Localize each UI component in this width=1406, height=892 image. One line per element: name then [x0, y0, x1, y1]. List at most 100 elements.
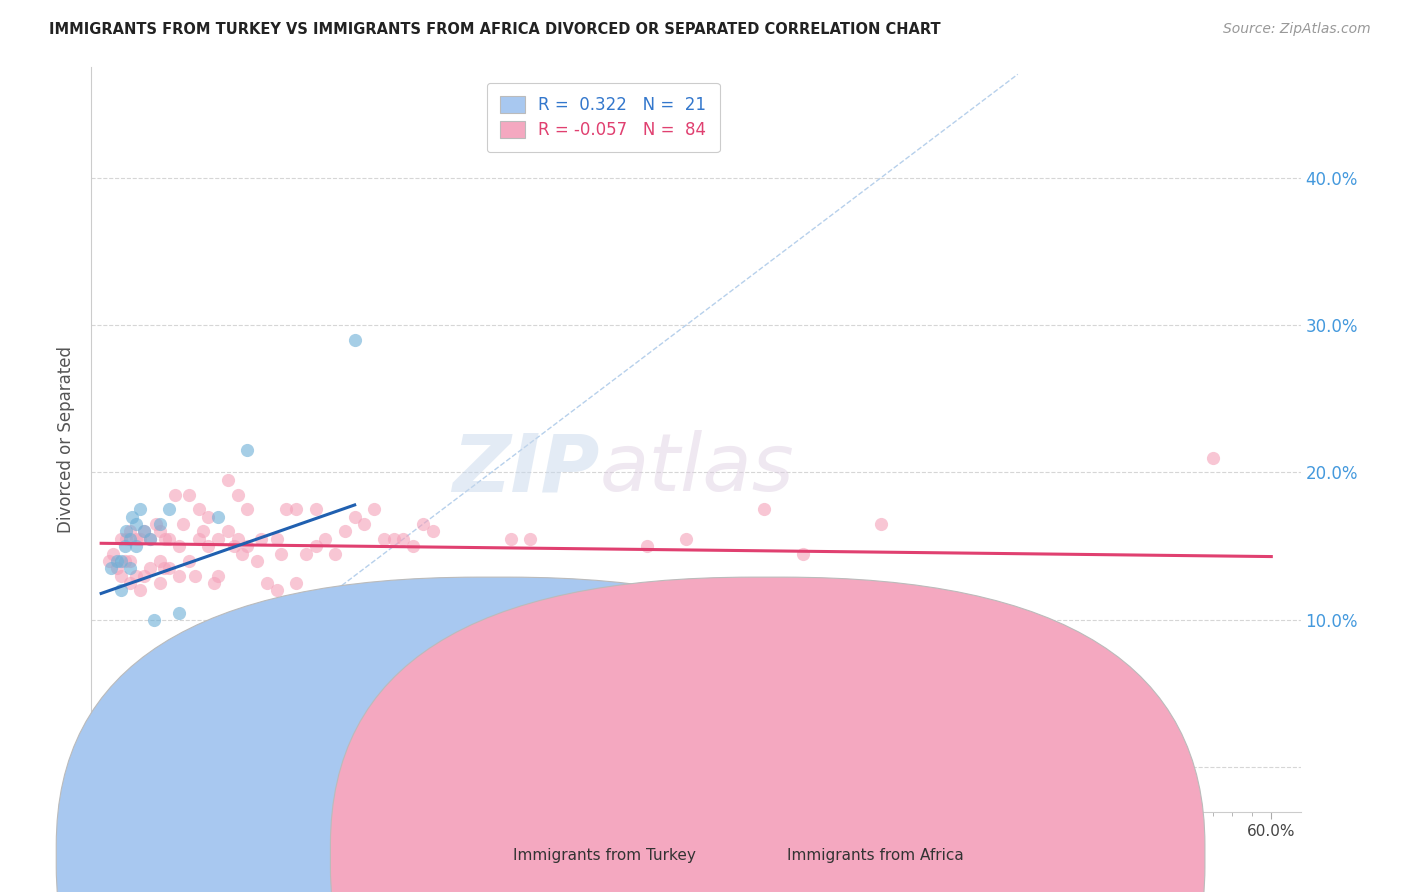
- Point: [402, 539, 425, 553]
- Text: Immigrants from Turkey: Immigrants from Turkey: [513, 848, 696, 863]
- Point: [460, 635, 482, 649]
- Point: [105, 554, 128, 568]
- Point: [202, 576, 225, 591]
- Point: [105, 561, 128, 575]
- Point: [392, 532, 415, 546]
- Point: [149, 524, 172, 539]
- Point: [675, 532, 697, 546]
- Point: [149, 576, 172, 591]
- Point: [422, 524, 444, 539]
- Point: [115, 524, 138, 539]
- Point: [285, 502, 308, 516]
- Point: [441, 649, 464, 664]
- Point: [132, 524, 155, 539]
- Point: [270, 547, 292, 561]
- Point: [191, 524, 214, 539]
- Point: [110, 583, 132, 598]
- Point: [177, 554, 200, 568]
- Point: [266, 583, 288, 598]
- Point: [101, 547, 124, 561]
- Point: [129, 532, 152, 546]
- Point: [115, 532, 138, 546]
- Point: [236, 539, 259, 553]
- Point: [121, 509, 143, 524]
- Point: [266, 532, 288, 546]
- Point: [246, 554, 269, 568]
- Text: ZIP: ZIP: [451, 430, 599, 508]
- Point: [177, 488, 200, 502]
- Point: [353, 517, 375, 532]
- Point: [305, 502, 328, 516]
- Point: [636, 539, 658, 553]
- Point: [207, 532, 229, 546]
- Point: [152, 561, 174, 575]
- Point: [363, 502, 385, 516]
- Point: [333, 524, 356, 539]
- Point: [97, 554, 120, 568]
- Text: IMMIGRANTS FROM TURKEY VS IMMIGRANTS FROM AFRICA DIVORCED OR SEPARATED CORRELATI: IMMIGRANTS FROM TURKEY VS IMMIGRANTS FRO…: [49, 22, 941, 37]
- Point: [132, 524, 155, 539]
- Point: [236, 443, 259, 458]
- Point: [125, 539, 148, 553]
- Point: [373, 532, 395, 546]
- Point: [207, 568, 229, 582]
- Point: [157, 532, 180, 546]
- Point: [305, 539, 328, 553]
- Point: [110, 532, 132, 546]
- Point: [276, 502, 298, 516]
- Point: [236, 502, 259, 516]
- Point: [382, 532, 405, 546]
- Text: Source: ZipAtlas.com: Source: ZipAtlas.com: [1223, 22, 1371, 37]
- Point: [125, 517, 148, 532]
- Point: [114, 539, 136, 553]
- Point: [120, 532, 142, 546]
- Text: Immigrants from Africa: Immigrants from Africa: [787, 848, 965, 863]
- Point: [125, 532, 148, 546]
- Point: [155, 532, 177, 546]
- Point: [519, 532, 541, 546]
- Point: [110, 568, 132, 582]
- Point: [184, 568, 207, 582]
- Point: [120, 576, 142, 591]
- Point: [412, 517, 434, 532]
- Point: [323, 547, 346, 561]
- Point: [295, 547, 318, 561]
- Point: [285, 576, 308, 591]
- Point: [187, 532, 209, 546]
- Point: [129, 583, 152, 598]
- Point: [197, 509, 219, 524]
- Point: [231, 547, 253, 561]
- Point: [250, 532, 273, 546]
- Point: [197, 539, 219, 553]
- Point: [149, 554, 172, 568]
- Point: [139, 561, 162, 575]
- Point: [754, 502, 776, 516]
- Point: [149, 517, 172, 532]
- Point: [167, 539, 190, 553]
- Point: [314, 532, 336, 546]
- Point: [132, 568, 155, 582]
- Point: [217, 524, 239, 539]
- Point: [100, 561, 122, 575]
- Y-axis label: Divorced or Separated: Divorced or Separated: [58, 346, 76, 533]
- Point: [125, 568, 148, 582]
- Legend: R =  0.322   N =  21, R = -0.057   N =  84: R = 0.322 N = 21, R = -0.057 N = 84: [486, 83, 720, 153]
- Point: [256, 576, 278, 591]
- Point: [129, 502, 152, 516]
- Point: [207, 509, 229, 524]
- Point: [217, 473, 239, 487]
- Point: [157, 502, 180, 516]
- Point: [157, 561, 180, 575]
- Point: [1202, 450, 1225, 465]
- Point: [145, 517, 167, 532]
- Point: [120, 561, 142, 575]
- Point: [343, 509, 366, 524]
- Point: [120, 524, 142, 539]
- Point: [187, 502, 209, 516]
- Point: [139, 532, 162, 546]
- Point: [870, 517, 893, 532]
- Point: [222, 539, 245, 553]
- Point: [343, 333, 366, 347]
- Text: atlas: atlas: [599, 430, 794, 508]
- Point: [226, 488, 249, 502]
